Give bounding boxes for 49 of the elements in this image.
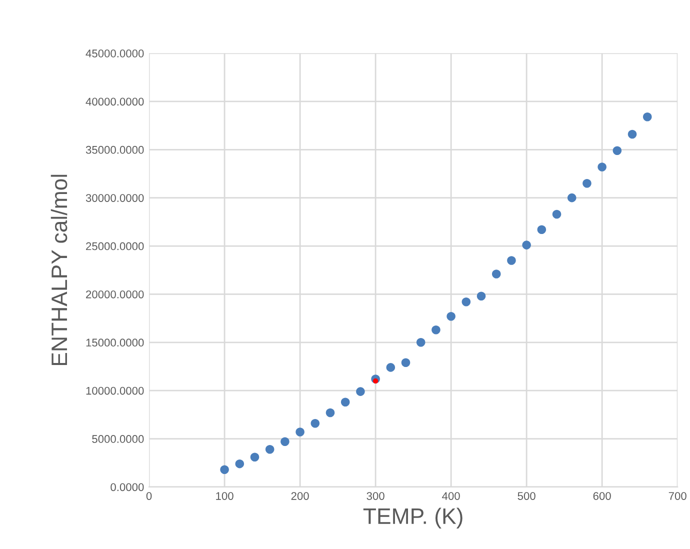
point (582, 178, 592, 188)
x-tick-label: 100 (216, 492, 234, 500)
x-tick-label: 700 (668, 492, 686, 500)
point (356, 387, 365, 396)
y-tick-label: 40000.0000 (86, 98, 144, 106)
point (340, 398, 350, 407)
point (476, 292, 486, 301)
y-tick-label: 15000.0000 (86, 338, 144, 347)
point (326, 408, 335, 418)
point (522, 240, 531, 250)
point (220, 465, 229, 474)
y-tick-label: 20000.0000 (86, 290, 144, 298)
point (462, 298, 471, 306)
point (280, 437, 290, 446)
point (446, 312, 456, 321)
y-tick-label: 45000.0000 (86, 50, 144, 58)
x-tick-label: 200 (291, 492, 309, 500)
y-tick-label: 25000.0000 (86, 242, 144, 250)
point (642, 112, 652, 122)
point (296, 428, 304, 436)
point (432, 325, 440, 334)
y-tick-label: 5000.0000 (92, 435, 144, 443)
point (250, 452, 260, 462)
x-axis-title: TEMP. (K) (363, 508, 462, 528)
point (265, 444, 274, 454)
point (552, 210, 562, 219)
x-tick-label: 600 (593, 492, 611, 500)
point (537, 225, 546, 234)
point (372, 378, 378, 384)
x-tick-label: 0 (146, 492, 152, 500)
y-tick-label: 35000.0000 (86, 146, 144, 154)
y-tick-label: 10000.0000 (86, 386, 144, 395)
x-tick-label: 300 (366, 492, 384, 500)
point (386, 363, 396, 372)
point (567, 193, 576, 202)
point (310, 418, 320, 428)
point (507, 256, 516, 265)
point (401, 358, 410, 368)
point (416, 338, 426, 347)
point (598, 162, 606, 172)
x-tick-label: 400 (442, 492, 460, 500)
y-tick-label: 30000.0000 (86, 194, 144, 202)
point (492, 270, 501, 278)
y-tick-label: 0.0000 (110, 483, 144, 492)
point (628, 130, 637, 139)
x-tick-label: 500 (518, 492, 536, 500)
point (235, 459, 244, 468)
point (612, 146, 622, 155)
y-axis-title: ENTHALPY cal/mol (50, 174, 68, 366)
